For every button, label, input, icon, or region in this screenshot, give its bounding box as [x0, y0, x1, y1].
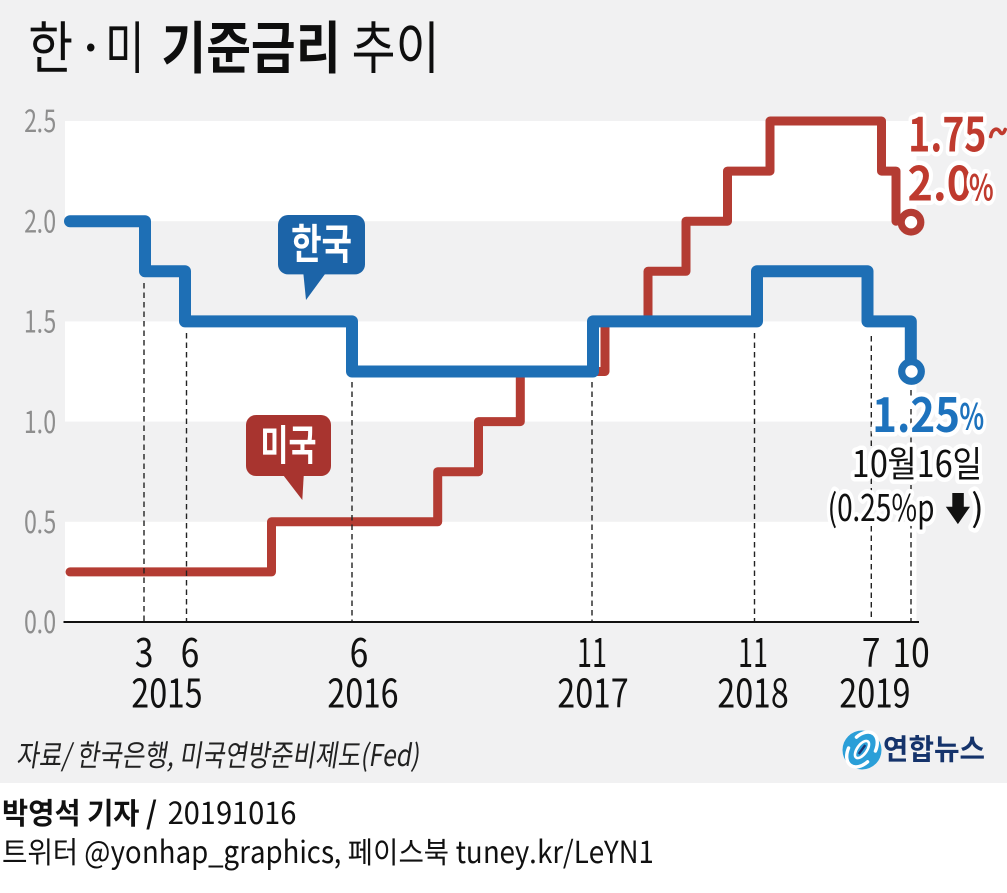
svg-text:2015: 2015: [132, 664, 203, 720]
svg-text:1.25: 1.25: [872, 377, 960, 446]
svg-text:2018: 2018: [718, 664, 789, 720]
svg-text:0.5: 0.5: [24, 498, 56, 542]
svg-text:11: 11: [738, 623, 768, 679]
svg-text:·: ·: [75, 4, 107, 86]
svg-text:2.0: 2.0: [24, 197, 56, 241]
svg-text:0.0: 0.0: [24, 598, 56, 642]
svg-text:%: %: [969, 160, 994, 212]
svg-text:미: 미: [105, 4, 145, 86]
svg-text:트위터 @yonhap_graphics, 페이스북 tun: 트위터 @yonhap_graphics, 페이스북 tuney.kr/LeYN…: [2, 828, 654, 872]
svg-text:2.5: 2.5: [24, 97, 56, 141]
svg-text:박영석 기자 /: 박영석 기자 /: [2, 789, 157, 833]
svg-text:연합뉴스: 연합뉴스: [883, 727, 985, 769]
svg-text:20191016: 20191016: [168, 789, 297, 833]
svg-text:(0.25%p: (0.25%p: [828, 478, 935, 532]
svg-text:1.75: 1.75: [908, 97, 987, 166]
svg-text:1.5: 1.5: [24, 298, 56, 342]
svg-text:기준금리: 기준금리: [162, 4, 341, 86]
svg-text:11: 11: [577, 623, 607, 679]
svg-text:): ): [971, 478, 984, 532]
svg-text:10월16일: 10월16일: [852, 435, 982, 488]
svg-text:2019: 2019: [840, 664, 911, 720]
svg-text:2.0: 2.0: [908, 146, 973, 215]
svg-text:7: 7: [862, 623, 881, 679]
svg-text:자료/ 한국은행, 미국연방준비제도(Fed): 자료/ 한국은행, 미국연방준비제도(Fed): [15, 731, 425, 775]
svg-text:1.0: 1.0: [24, 398, 56, 442]
svg-text:3: 3: [135, 623, 154, 679]
svg-text:6: 6: [181, 623, 200, 679]
svg-text:%: %: [960, 389, 985, 441]
svg-text:10: 10: [893, 623, 930, 679]
svg-text:2017: 2017: [558, 664, 629, 720]
svg-text:6: 6: [350, 623, 369, 679]
svg-text:2016: 2016: [328, 664, 399, 720]
svg-text:한국: 한국: [291, 211, 352, 272]
svg-text:추이: 추이: [352, 4, 440, 86]
svg-text:한: 한: [28, 4, 73, 86]
svg-text:미국: 미국: [261, 412, 317, 473]
